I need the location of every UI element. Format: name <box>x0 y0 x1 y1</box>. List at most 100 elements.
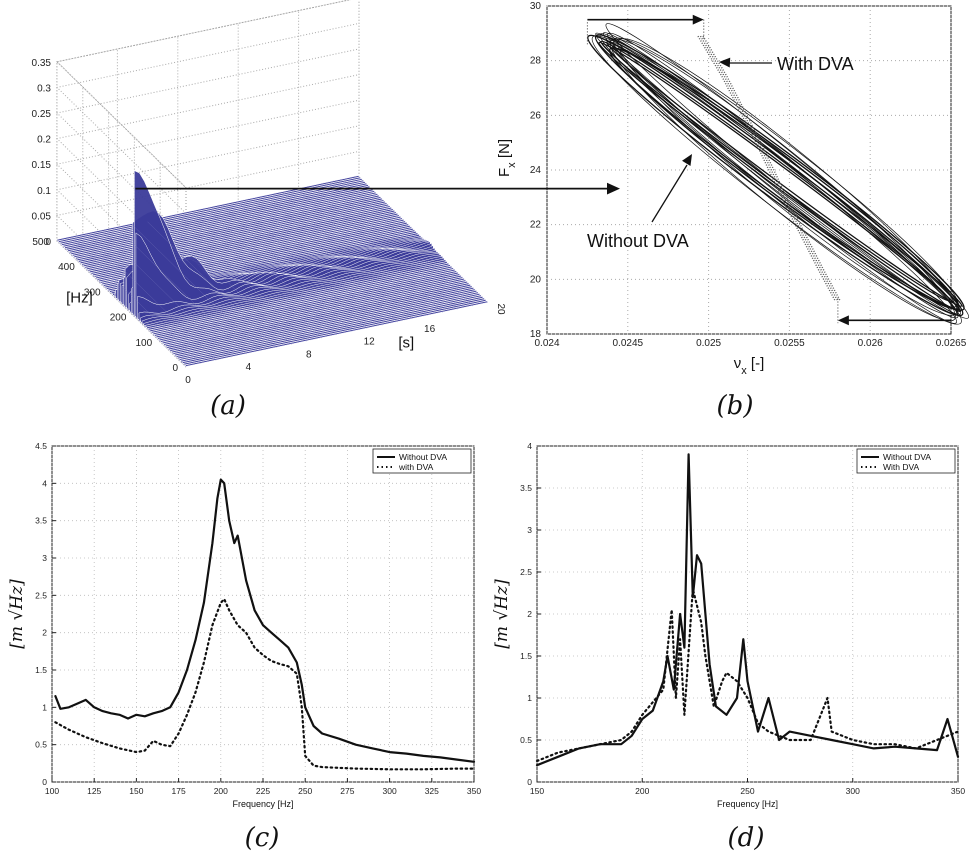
surface-slice <box>141 257 445 325</box>
surface-slice <box>155 271 459 339</box>
time-axis-label: [s] <box>398 334 414 351</box>
z-tick-label: 0.3 <box>37 83 51 94</box>
legend-label: Without DVA <box>883 452 931 462</box>
series-line-without-dva <box>535 453 960 767</box>
x-tick-label: 0.0245 <box>613 338 644 349</box>
annotation-with-dva: With DVA <box>777 54 854 74</box>
surface-slice <box>180 296 484 363</box>
mesh-line <box>162 218 292 345</box>
loop-without-dva <box>605 23 970 319</box>
curve-with-dva <box>697 35 837 302</box>
freq-tick-label: 500 <box>32 237 49 248</box>
caption-d: (d) <box>728 823 765 853</box>
time-tick-label: 16 <box>424 324 436 335</box>
surface-slice <box>163 279 467 346</box>
x-tick-label: 225 <box>256 786 270 796</box>
x-tick-label: 175 <box>172 786 186 796</box>
x-tick-label: 0.026 <box>858 338 883 349</box>
surface-slice <box>152 268 456 336</box>
y-tick-label: 4.5 <box>35 441 47 451</box>
z-tick-label: 0.25 <box>32 109 52 120</box>
y-tick-label: 0 <box>527 777 532 787</box>
time-tick-label: 8 <box>306 349 312 360</box>
x-tick-label: 150 <box>530 786 544 796</box>
annotation-without-dva: Without DVA <box>587 231 689 251</box>
mesh-line <box>238 202 368 329</box>
z-tick-label: 0.35 <box>32 58 52 69</box>
y-tick-label: 1 <box>527 693 532 703</box>
x-tick-label: 200 <box>214 786 228 796</box>
y-tick-label: 3.5 <box>35 516 47 526</box>
freq-axis-label: [Hz] <box>66 290 93 307</box>
connector-arrow <box>135 182 620 195</box>
series-line-without-dva <box>54 478 476 763</box>
z-gridline <box>55 22 360 214</box>
mesh-line <box>192 212 323 339</box>
x-tick-label: 250 <box>740 786 754 796</box>
freq-tick-label: 300 <box>84 287 101 298</box>
y-tick-label: 22 <box>530 220 542 231</box>
surface-slice <box>135 232 439 319</box>
x-tick-label: 200 <box>635 786 649 796</box>
mesh-line <box>222 205 353 332</box>
z-tick-label: 0.2 <box>37 135 51 146</box>
surface-slice <box>140 256 443 323</box>
y-tick-label: 30 <box>530 1 542 12</box>
legend-label: Without DVA <box>399 452 447 462</box>
y-tick-label: 2 <box>42 628 47 638</box>
time-tick-label: 20 <box>495 303 506 315</box>
panel-b-hysteresis-plot: 0.024 0.0245 0.025 0.0255 0.026 0.0265 18 20 22 2… <box>496 1 970 377</box>
legend-box <box>372 448 472 474</box>
caption-b: (b) <box>717 391 754 421</box>
y-tick-label: 4 <box>42 478 47 488</box>
annotation-arrowhead <box>682 154 692 166</box>
mesh-line <box>313 186 443 313</box>
mesh-line <box>177 215 307 342</box>
time-tick-label: 12 <box>364 337 376 348</box>
surface-slice <box>185 300 488 367</box>
series-line-with-dva <box>54 597 476 771</box>
surface-slice <box>175 291 479 358</box>
y-tick-label: 2.5 <box>35 590 47 600</box>
mesh-line <box>268 196 398 323</box>
surface-slice <box>177 293 480 360</box>
mesh-line <box>147 221 277 348</box>
y-tick-label: 3 <box>42 553 47 563</box>
z-tick-label: 0.15 <box>32 160 52 171</box>
curve-with-dva <box>699 35 839 302</box>
panel-c-spectrum-plot: 100 125 150 175 200 225 250 275 300 325 350 0 0.5 1 1.… <box>7 441 481 809</box>
x-tick-label: 325 <box>425 786 439 796</box>
mesh-line <box>117 228 247 355</box>
x-tick-label: 100 <box>45 786 59 796</box>
legend-box <box>856 448 956 474</box>
mesh-line <box>87 234 217 361</box>
surface-slice <box>172 288 476 355</box>
y-tick-label: 3.5 <box>520 483 532 493</box>
surface-slice <box>168 283 471 351</box>
surface-slice <box>157 273 460 340</box>
time-tick-label: 0 <box>185 375 191 386</box>
caption-a: (a) <box>210 391 246 421</box>
freq-tick-label: 400 <box>58 262 75 273</box>
mesh-line <box>253 199 383 326</box>
loop-without-dva <box>609 38 956 322</box>
surface-slice <box>151 267 454 334</box>
x-tick-label: 0.0255 <box>774 338 805 349</box>
y-tick-label: 0.5 <box>520 735 532 745</box>
y-tick-label: 24 <box>530 165 542 176</box>
y-tick-label: 26 <box>530 110 542 121</box>
mesh-line <box>56 240 187 368</box>
y-tick-label: 20 <box>530 274 542 285</box>
loop-without-dva <box>595 32 959 316</box>
panel-a-surface-plot: 00.050.10.150.20.250.30.3501002003004005… <box>32 0 506 386</box>
mesh-line <box>71 237 202 364</box>
mesh-line <box>343 180 474 307</box>
annotation-arrow <box>651 164 688 223</box>
freq-tick-label: 200 <box>110 313 127 324</box>
y-tick-label: 1.5 <box>35 665 47 675</box>
y-axis-label: Fx [N] <box>496 139 518 177</box>
surface-slice <box>165 280 468 348</box>
y-tick-label: 1 <box>42 702 47 712</box>
z-gridline <box>55 0 352 189</box>
